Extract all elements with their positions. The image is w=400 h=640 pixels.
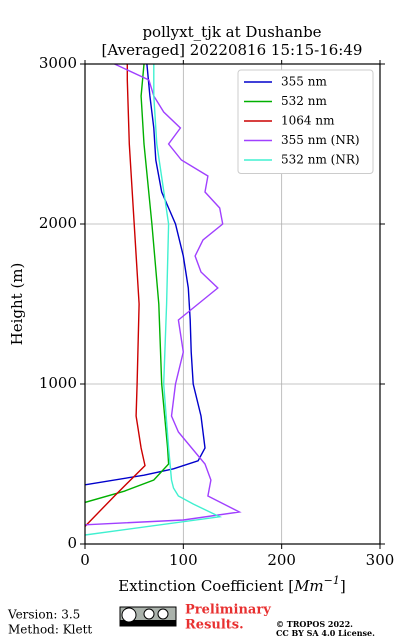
profile-line bbox=[85, 64, 170, 504]
cc-logo bbox=[119, 606, 177, 627]
x-axis-label: Extinction Coefficient [Mm−1] bbox=[118, 574, 345, 595]
legend-label: 355 nm bbox=[281, 75, 327, 89]
legend-label: 355 nm (NR) bbox=[281, 133, 360, 147]
profile-line bbox=[85, 64, 242, 526]
x-label-close: ] bbox=[340, 577, 346, 595]
y-tick-label: 0 bbox=[67, 534, 77, 552]
version: Version: 3.5 bbox=[7, 608, 80, 622]
chart-title: pollyxt_tjk at Dushanbe bbox=[142, 23, 321, 41]
method: Method: Klett bbox=[8, 623, 92, 637]
x-tick-label: 0 bbox=[80, 551, 90, 569]
x-label-unit: Mm bbox=[293, 577, 324, 595]
legend-label: 532 nm (NR) bbox=[281, 153, 360, 167]
y-tick-label: 3000 bbox=[39, 54, 77, 72]
profile-line bbox=[85, 64, 223, 536]
y-tick-label: 2000 bbox=[39, 214, 77, 232]
chart-subtitle: [Averaged] 20220816 15:15-16:49 bbox=[102, 41, 363, 59]
license: CC BY SA 4.0 License. bbox=[276, 628, 375, 638]
legend-box bbox=[237, 69, 374, 174]
x-tick-label: 300 bbox=[366, 551, 395, 569]
y-axis-label: Height (m) bbox=[8, 263, 26, 346]
preliminary: Preliminary bbox=[185, 603, 271, 618]
legend: 355 nm 532 nm 1064 nm 355 nm (NR) 532 nm (NR… bbox=[237, 69, 374, 174]
x-tick-label: 200 bbox=[267, 551, 296, 569]
legend-label: 532 nm bbox=[281, 94, 327, 108]
preliminary: Results. bbox=[185, 618, 244, 633]
y-tick-label: 1000 bbox=[39, 374, 77, 392]
plot-frame bbox=[84, 63, 381, 545]
profile-line bbox=[85, 64, 146, 527]
x-label-text: Extinction Coefficient [ bbox=[118, 577, 294, 595]
profile-line bbox=[85, 64, 206, 486]
x-tick-label: 100 bbox=[169, 551, 198, 569]
legend-label: 1064 nm bbox=[281, 114, 335, 128]
x-label-exponent: −1 bbox=[324, 574, 340, 587]
license: © TROPOS 2022. bbox=[276, 619, 353, 629]
